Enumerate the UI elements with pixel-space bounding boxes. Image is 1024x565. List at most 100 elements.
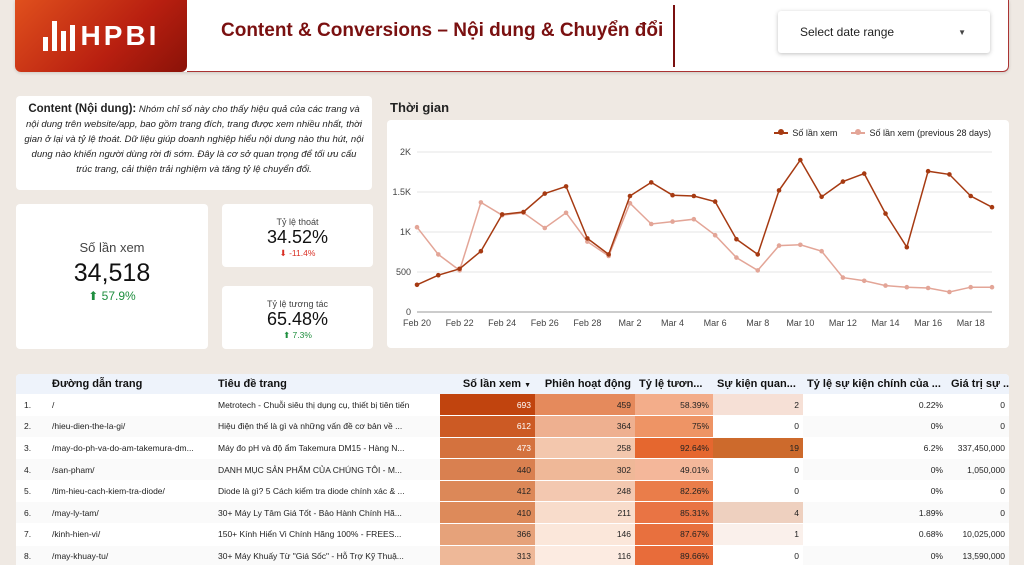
kpi-engagement-delta: 7.3% <box>292 330 312 340</box>
event-value-cell: 0 <box>947 415 1009 438</box>
col-key-events[interactable]: Sự kiện quan... <box>717 378 796 390</box>
data-point <box>712 199 718 204</box>
col-views-label: Số lần xem <box>462 378 521 390</box>
data-point <box>776 243 782 248</box>
table-row[interactable]: 7./kinh-hien-vi/150+ Kính Hiển Vi Chính … <box>16 523 1009 546</box>
table-header-row: Đường dẫn trang Tiêu đề trang Số lần xem… <box>16 374 1009 394</box>
key-event-rate-cell: 0.68% <box>803 523 947 546</box>
col-page-title[interactable]: Tiêu đề trang <box>218 378 287 390</box>
data-point <box>499 212 505 217</box>
kpi-engagement-label: Tỷ lệ tương tác <box>267 299 328 309</box>
views-cell: 693 <box>440 394 535 417</box>
table-row[interactable]: 4./san-pham/DANH MỤC SẢN PHẨM CỦA CHÚNG … <box>16 458 1009 481</box>
data-point <box>606 252 611 257</box>
x-tick-label: Feb 20 <box>403 318 431 328</box>
data-point <box>627 200 633 206</box>
data-point <box>861 278 867 284</box>
key-event-rate-cell: 0% <box>803 545 947 565</box>
col-page-path[interactable]: Đường dẫn trang <box>52 378 143 390</box>
data-point <box>563 184 569 189</box>
row-index: 6. <box>16 501 48 525</box>
key-events-cell: 0 <box>713 480 803 503</box>
x-tick-label: Mar 10 <box>786 318 814 328</box>
table-row[interactable]: 5./tim-hieu-cach-kiem-tra-diode/Diode là… <box>16 480 1009 503</box>
page-path-cell: /tim-hieu-cach-kiem-tra-diode/ <box>48 480 214 503</box>
series-line <box>416 158 993 286</box>
data-point <box>542 225 548 231</box>
data-point <box>734 255 739 260</box>
table-row[interactable]: 2./hieu-dien-the-la-gi/Hiệu điện thế là … <box>16 415 1009 438</box>
row-index: 8. <box>16 545 48 565</box>
engagement-rate-cell: 89.66% <box>635 545 713 565</box>
x-tick-label: Feb 28 <box>573 318 601 328</box>
event-value-cell: 0 <box>947 501 1009 525</box>
page-title-cell: 30+ Máy Khuấy Từ "Giá Sốc" - Hỗ Trợ Kỹ T… <box>214 545 440 565</box>
description-heading: Content (Nội dung): <box>28 103 137 115</box>
views-cell: 410 <box>440 501 535 525</box>
event-value-cell: 0 <box>947 394 1009 417</box>
page-path-cell: /san-pham/ <box>48 458 214 481</box>
data-point <box>734 236 739 242</box>
y-tick-label: 0 <box>406 307 411 317</box>
col-event-value[interactable]: Giá trị sự ... <box>951 378 1009 390</box>
content-table: Đường dẫn trang Tiêu đề trang Số lần xem… <box>16 374 1009 565</box>
x-tick-label: Mar 16 <box>914 318 942 328</box>
kpi-bounce-delta: -11.4% <box>289 248 316 258</box>
key-events-cell: 4 <box>713 501 803 525</box>
col-engagement-rate[interactable]: Tỷ lệ tươn... <box>639 378 703 390</box>
legend-item-previous[interactable]: Số lần xem (previous 28 days) <box>851 128 991 138</box>
col-views[interactable]: Số lần xem ▼ <box>440 374 535 394</box>
page-path-cell: /kinh-hien-vi/ <box>48 523 214 546</box>
col-sessions[interactable]: Phiên hoạt động <box>544 378 631 390</box>
date-range-select[interactable]: Select date range ▼ <box>778 11 990 53</box>
y-tick-label: 1.5K <box>392 187 411 197</box>
views-cell: 440 <box>440 458 535 481</box>
sessions-cell: 258 <box>535 437 635 460</box>
data-point <box>947 172 952 177</box>
data-point <box>819 194 824 200</box>
page-path-cell: /hieu-dien-the-la-gi/ <box>48 415 214 438</box>
table-row[interactable]: 6./may-ly-tam/30+ Máy Ly Tâm Giá Tốt - B… <box>16 501 1009 525</box>
engagement-rate-cell: 49.01% <box>635 458 713 481</box>
y-tick-label: 1K <box>400 227 411 237</box>
data-point <box>478 200 484 205</box>
engagement-rate-cell: 87.67% <box>635 523 713 546</box>
logo-text: HPBI <box>80 20 160 51</box>
data-point <box>798 242 803 248</box>
engagement-rate-cell: 85.31% <box>635 501 713 525</box>
data-point <box>968 284 974 290</box>
timeseries-chart: 0 500 1K 1.5K 2K Feb 20 Feb 22 Feb 24 Feb 26 Feb … <box>387 120 1009 348</box>
event-value-cell: 10,025,000 <box>947 523 1009 546</box>
table-row[interactable]: 1. / Metrotech - Chuỗi siêu thị dụng cụ, t… <box>16 394 1009 417</box>
legend-label-current: Số lần xem <box>792 128 838 138</box>
page-title-cell: DANH MỤC SẢN PHẨM CỦA CHÚNG TÔI - M... <box>214 458 440 481</box>
row-index: 7. <box>16 523 48 546</box>
data-point <box>968 193 974 199</box>
event-value-cell: 0 <box>947 480 1009 503</box>
data-point <box>648 180 654 185</box>
table-row[interactable]: 8./may-khuay-tu/30+ Máy Khuấy Từ "Giá Số… <box>16 545 1009 565</box>
x-tick-label: Mar 14 <box>872 318 900 328</box>
event-value-cell: 337,450,000 <box>947 437 1009 460</box>
data-point <box>627 193 633 199</box>
col-key-event-rate[interactable]: Tỷ lệ sự kiện chính của ... <box>807 378 941 390</box>
key-event-rate-cell: 0% <box>803 480 947 503</box>
event-value-cell: 13,590,000 <box>947 545 1009 565</box>
col-index <box>16 374 48 394</box>
data-point <box>883 283 888 288</box>
sessions-cell: 302 <box>535 458 635 481</box>
data-point <box>457 266 462 272</box>
legend-label-previous: Số lần xem (previous 28 days) <box>869 128 991 138</box>
table-row[interactable]: 3./may-do-ph-va-do-am-takemura-dm... Máy … <box>16 437 1009 460</box>
data-point <box>925 168 931 174</box>
x-tick-label: Mar 6 <box>704 318 727 328</box>
views-cell: 412 <box>440 480 535 503</box>
legend-item-current[interactable]: Số lần xem <box>774 128 837 138</box>
arrow-down-icon: ⬇ <box>279 248 290 258</box>
key-event-rate-cell: 6.2% <box>803 437 947 460</box>
data-point <box>648 221 654 227</box>
content-description-card: Content (Nội dung): Nhóm chỉ số này cho … <box>16 96 372 190</box>
data-point <box>840 275 846 280</box>
kpi-views-value: 34,518 <box>73 259 151 287</box>
page-path-cell: /may-do-ph-va-do-am-takemura-dm... <box>48 437 214 460</box>
